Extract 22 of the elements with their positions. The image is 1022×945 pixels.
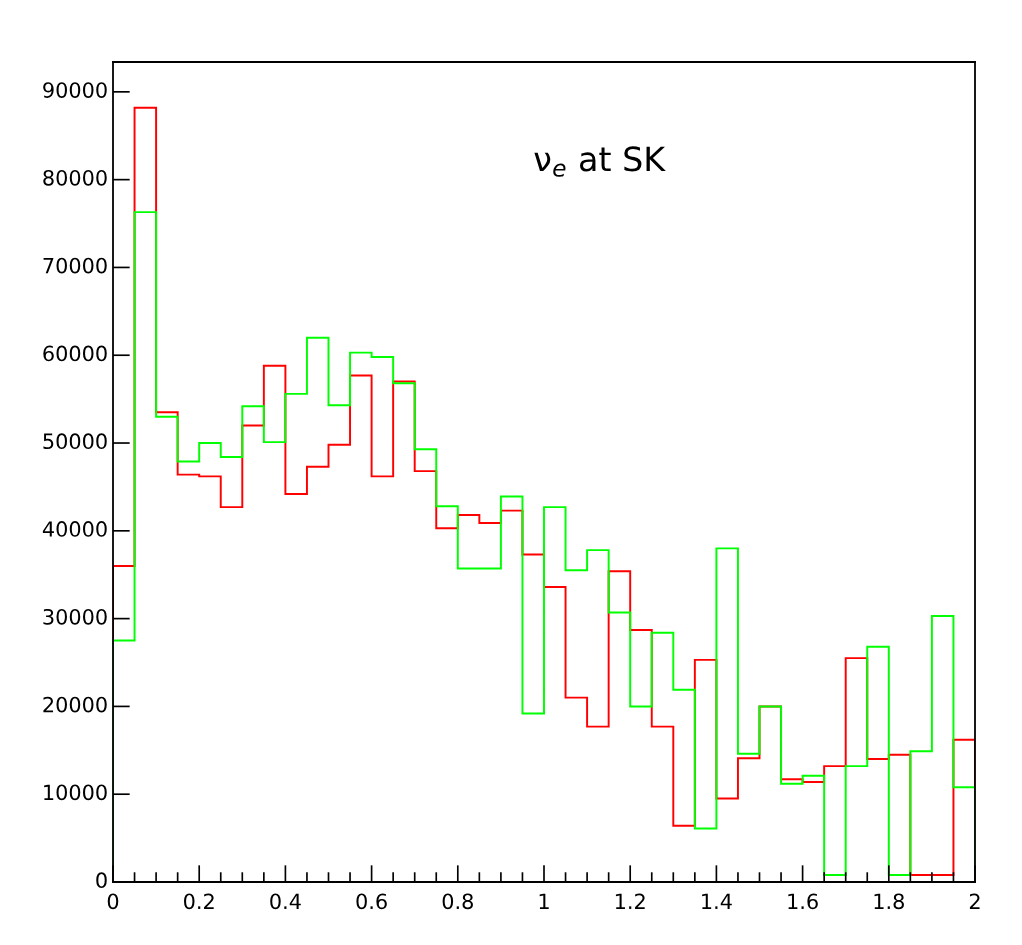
x-tick-label: 0.4 bbox=[270, 893, 301, 910]
annotation: ν$_{e}$ at SK bbox=[534, 146, 666, 177]
x-tick-label: 0.8 bbox=[442, 893, 473, 910]
y-tick-label: 70000 bbox=[43, 257, 107, 274]
x-tick-label: 1.2 bbox=[615, 893, 645, 909]
x-tick-label: 1.8 bbox=[874, 893, 904, 910]
y-tick-label: 80000 bbox=[43, 169, 107, 186]
y-tick-label: 40000 bbox=[42, 521, 107, 537]
x-tick-label: 0.6 bbox=[356, 893, 387, 910]
x-tick-label: 1 bbox=[539, 893, 549, 909]
y-tick-label: 60000 bbox=[43, 345, 107, 362]
y-tick-label: 50000 bbox=[43, 433, 107, 450]
y-tick-label: 0 bbox=[96, 872, 107, 889]
x-tick-label: 1.4 bbox=[702, 893, 732, 909]
y-tick-label: 90000 bbox=[43, 82, 107, 98]
x-tick-label: 2 bbox=[969, 893, 980, 909]
x-tick-label: 0.2 bbox=[184, 893, 214, 910]
y-tick-label: 10000 bbox=[44, 784, 107, 801]
x-tick-label: 0 bbox=[107, 893, 119, 910]
x-tick-label: 1.6 bbox=[788, 893, 818, 910]
y-tick-label: 20000 bbox=[43, 696, 107, 713]
y-tick-label: 30000 bbox=[43, 608, 107, 625]
